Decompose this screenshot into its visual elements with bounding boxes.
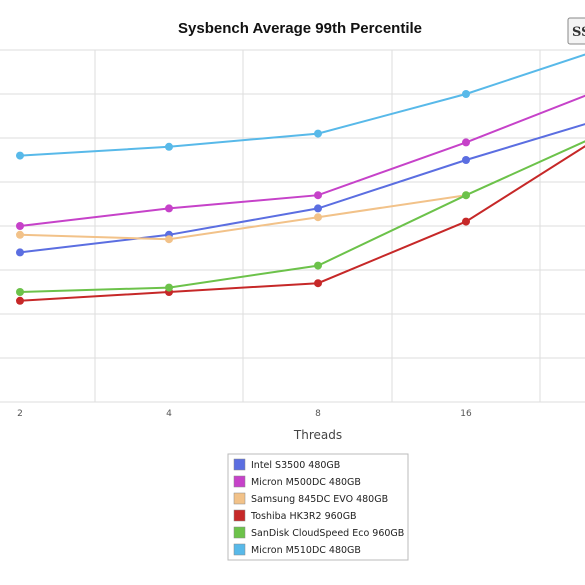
legend-entry: Intel S3500 480GB	[251, 460, 340, 471]
data-point	[462, 90, 470, 98]
data-point	[165, 204, 173, 213]
data-point	[16, 230, 24, 239]
data-point	[16, 151, 24, 160]
x-tick-label: 8	[315, 409, 321, 419]
series-group	[16, 53, 585, 160]
legend-swatch	[233, 509, 246, 522]
legend-swatch	[233, 543, 246, 556]
legend-box	[227, 453, 409, 561]
data-point	[462, 191, 470, 200]
data-point	[165, 235, 173, 244]
series-line	[19, 123, 585, 254]
legend-swatch	[233, 458, 246, 471]
data-point	[165, 283, 173, 292]
x-tick-label: 4	[166, 409, 172, 419]
x-axis-label: Threads	[293, 428, 342, 442]
series-group	[16, 94, 585, 230]
series-group	[16, 145, 585, 305]
x-tick-label: 16	[460, 409, 472, 419]
data-point	[16, 296, 24, 305]
legend: Intel S3500 480GB Micron M500DC 480GB Sams…	[227, 453, 409, 561]
series-lines	[16, 53, 585, 305]
data-point	[165, 142, 173, 151]
data-point	[314, 191, 322, 200]
data-point	[314, 129, 322, 138]
legend-entry: Samsung 845DC EVO 480GB	[251, 494, 388, 505]
data-point	[16, 222, 24, 230]
grid	[0, 49, 585, 403]
series-line	[19, 94, 585, 227]
legend-swatch	[233, 526, 246, 539]
data-point	[16, 248, 24, 257]
data-point	[314, 204, 322, 213]
x-axis-ticks: 2481632	[17, 409, 472, 419]
site-logo: SS	[567, 17, 585, 45]
logo-text: SS	[572, 25, 585, 40]
data-point	[462, 217, 470, 226]
data-point	[16, 288, 24, 296]
legend-entry: Micron M510DC 480GB	[251, 545, 361, 556]
legend-swatch	[233, 492, 246, 505]
series-line	[19, 194, 467, 241]
legend-entry: Micron M500DC 480GB	[251, 477, 361, 488]
legend-entry: Toshiba HK3R2 960GB	[250, 511, 357, 522]
series-line	[19, 53, 585, 157]
data-point	[462, 138, 470, 147]
chart-title: Sysbench Average 99th Percentile	[178, 20, 422, 37]
data-point	[314, 279, 322, 288]
legend-swatch	[233, 475, 246, 488]
data-point	[314, 261, 322, 270]
x-tick-label: 2	[17, 409, 23, 419]
data-point	[314, 213, 322, 222]
legend-entry: SanDisk CloudSpeed Eco 960GB	[251, 528, 404, 539]
data-point	[462, 156, 470, 164]
series-group	[16, 123, 585, 257]
series-group	[16, 140, 585, 296]
